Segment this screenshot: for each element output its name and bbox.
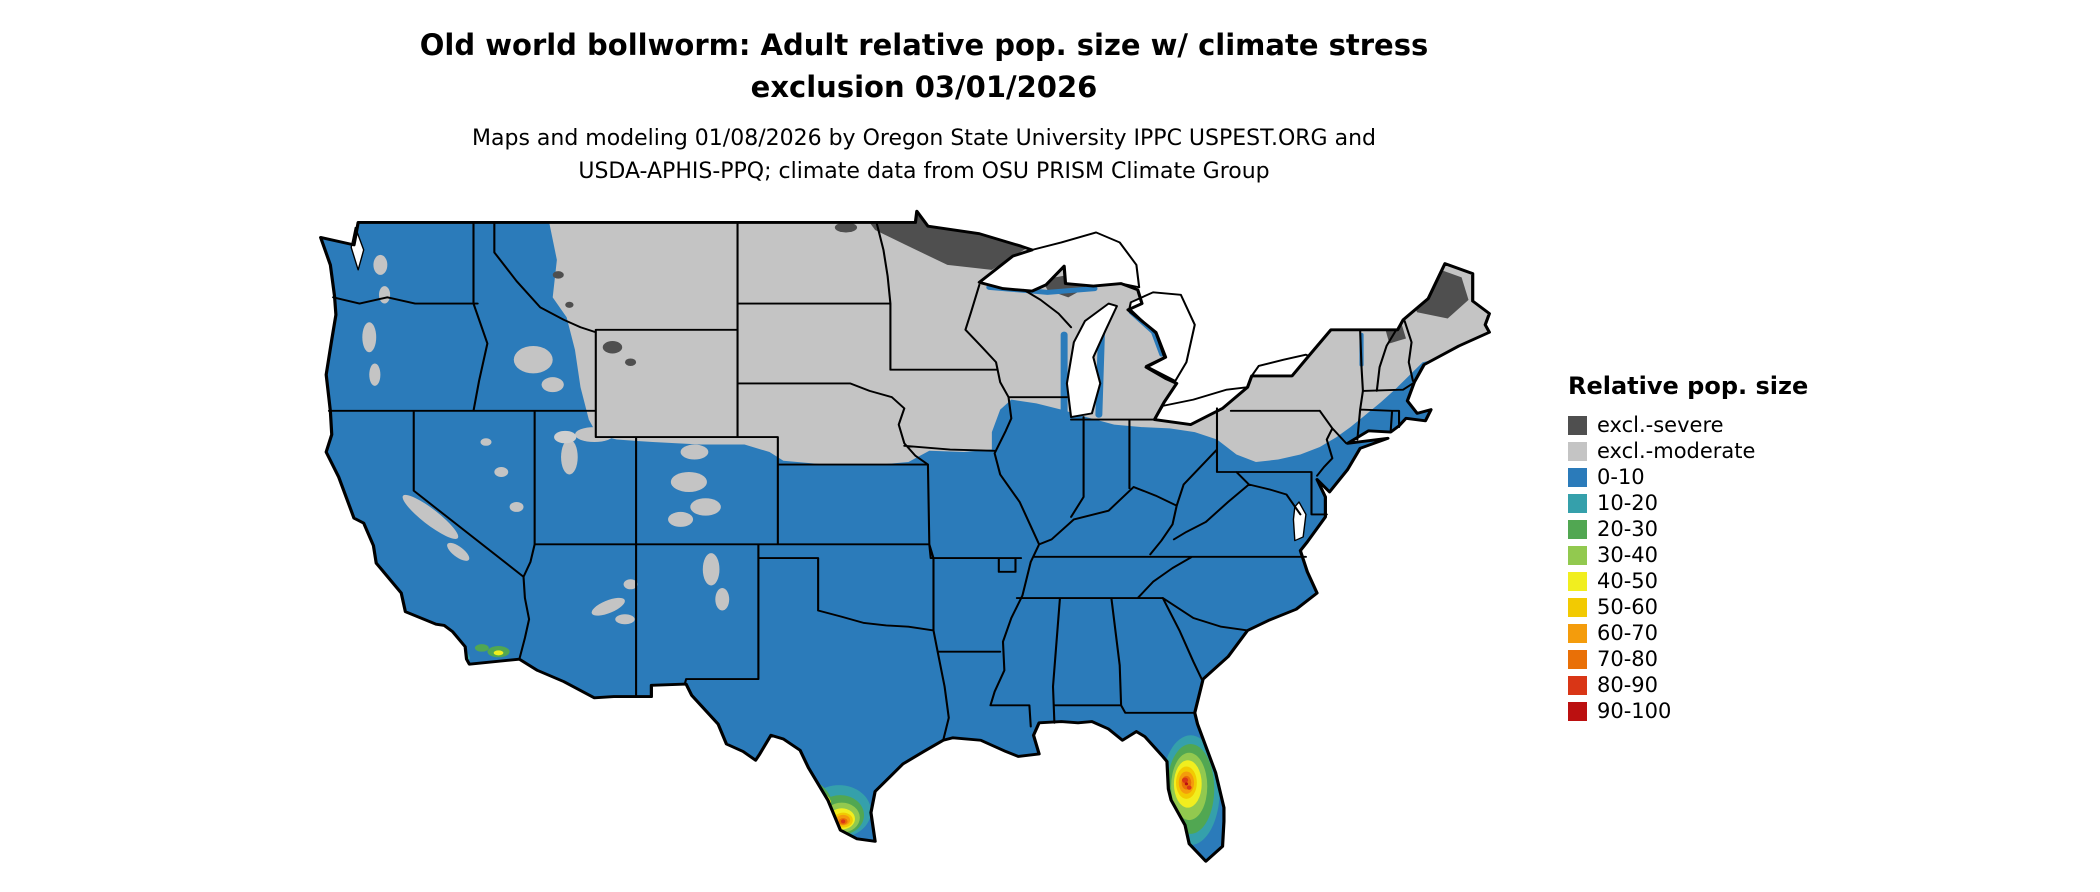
subtitle-block: Maps and modeling 01/08/2026 by Oregon S… — [0, 122, 1848, 188]
legend-item-label: 10-20 — [1597, 491, 1659, 515]
us-map-svg — [319, 209, 1491, 863]
legend-swatch — [1568, 623, 1587, 643]
great-lakes — [350, 226, 1310, 542]
map-subtitle-line2: USDA-APHIS-PPQ; climate data from OSU PR… — [578, 159, 1270, 184]
legend-item: excl.-severe — [1568, 412, 1808, 438]
legend-item: 60-70 — [1568, 620, 1808, 646]
legend-swatch — [1568, 493, 1587, 513]
great-salt-lake — [554, 430, 577, 444]
legend-item: 90-100 — [1568, 698, 1808, 724]
title-block: Old world bollworm: Adult relative pop. … — [0, 24, 1848, 188]
legend-item: excl.-moderate — [1568, 438, 1808, 464]
lake-michigan — [1065, 302, 1118, 419]
legend-title: Relative pop. size — [1568, 372, 1809, 400]
legend-swatch — [1568, 649, 1587, 669]
legend-item-label: 40-50 — [1597, 569, 1659, 593]
legend-item-label: 50-60 — [1597, 595, 1659, 619]
legend-swatch — [1568, 519, 1587, 539]
legend-swatch — [1568, 675, 1587, 695]
legend-swatch — [1568, 597, 1587, 617]
legend-item-label: 0-10 — [1597, 465, 1645, 489]
legend-item-label: 90-100 — [1597, 699, 1672, 723]
legend-items: excl.-severe excl.-moderate 0-10 10-20 20-30… — [1568, 412, 1808, 724]
legend-swatch — [1568, 545, 1587, 565]
legend-item: 50-60 — [1568, 594, 1808, 620]
legend-swatch — [1568, 571, 1587, 591]
legend-item-label: 70-80 — [1597, 647, 1659, 671]
legend-swatch — [1568, 441, 1587, 461]
legend-item-label: 30-40 — [1597, 543, 1659, 567]
legend-item: 0-10 — [1568, 464, 1808, 490]
excluded-moderate-mountain-patches — [362, 254, 730, 625]
us-population-map — [297, 200, 1513, 880]
legend-item-label: 20-30 — [1597, 517, 1659, 541]
map-title-line2: exclusion 03/01/2026 — [750, 70, 1098, 104]
legend-item: 70-80 — [1568, 646, 1808, 672]
legend-item-label: 80-90 — [1597, 673, 1659, 697]
legend-swatch — [1568, 467, 1587, 487]
legend-item: 40-50 — [1568, 568, 1808, 594]
legend-item: 10-20 — [1568, 490, 1808, 516]
legend-item: 80-90 — [1568, 672, 1808, 698]
legend-item-label: excl.-moderate — [1597, 439, 1756, 463]
map-subtitle-line1: Maps and modeling 01/08/2026 by Oregon S… — [472, 126, 1376, 151]
legend-swatch — [1568, 701, 1587, 721]
map-title-line1: Old world bollworm: Adult relative pop. … — [419, 28, 1429, 62]
legend-item-label: excl.-severe — [1597, 413, 1724, 437]
legend-item: 30-40 — [1568, 542, 1808, 568]
legend-item: 20-30 — [1568, 516, 1808, 542]
state-borders — [327, 221, 1414, 742]
legend-item-label: 60-70 — [1597, 621, 1659, 645]
legend-swatch — [1568, 415, 1587, 435]
legend: Relative pop. size excl.-severe excl.-mod… — [1568, 372, 1808, 724]
